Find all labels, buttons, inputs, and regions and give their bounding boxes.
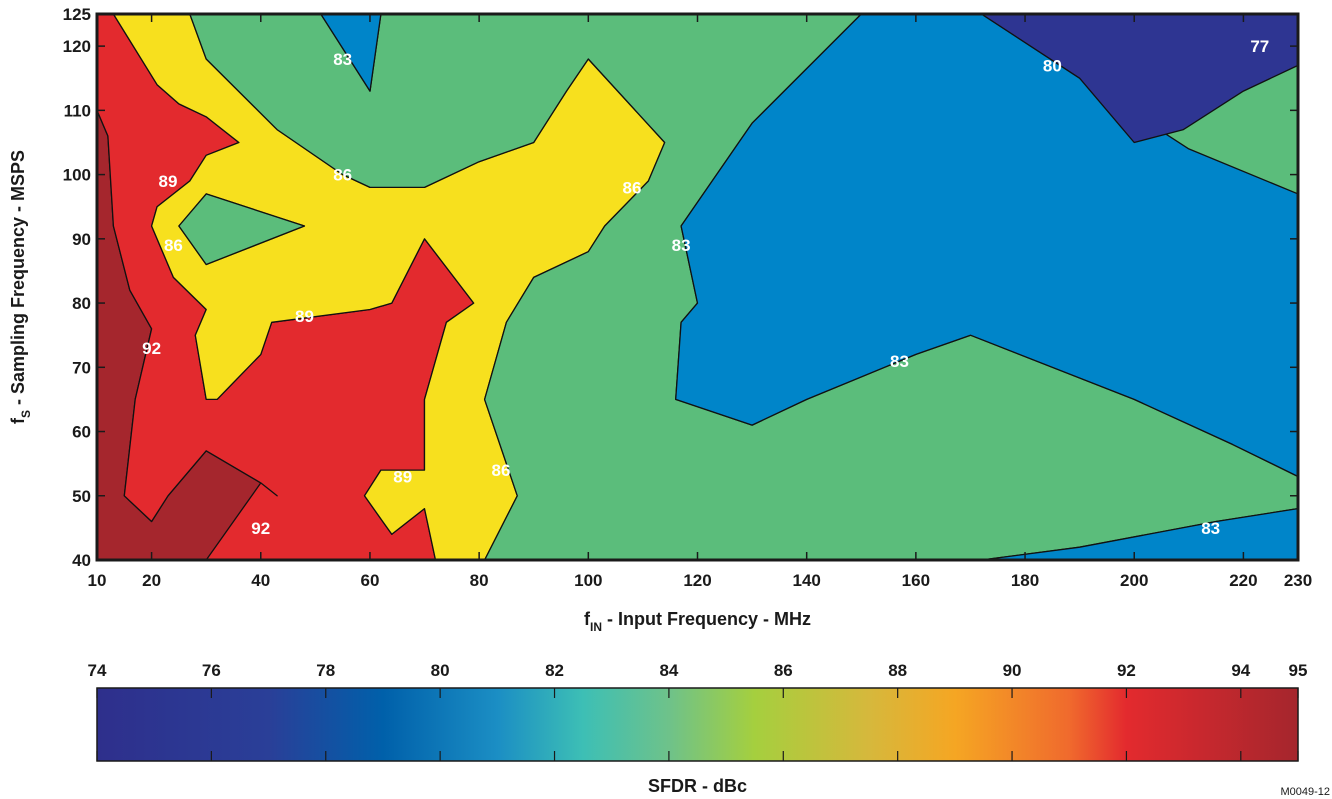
y-tick-label: 40: [72, 551, 91, 570]
x-tick-label: 180: [1011, 571, 1039, 590]
contour-region-80-83: [980, 507, 1298, 560]
colorbar-title: SFDR - dBc: [648, 776, 747, 796]
x-axis-title: fIN - Input Frequency - MHz: [584, 609, 811, 634]
y-tick-label: 90: [72, 230, 91, 249]
x-tick-label: 120: [683, 571, 711, 590]
x-axis: 10 20 40 60 80 100 120 140 160 180 200 220 230: [88, 14, 1312, 590]
y-tick-label: 110: [64, 101, 91, 120]
contour-label: 89: [393, 467, 412, 486]
x-tick-label: 140: [792, 571, 820, 590]
colorbar-gradient: [96, 687, 1299, 762]
x-tick-label: 20: [142, 571, 161, 590]
x-tick-label: 200: [1120, 571, 1148, 590]
colorbar-tick-label: 74: [88, 661, 107, 680]
colorbar-tick-label: 86: [774, 661, 793, 680]
contour-label: 77: [1250, 37, 1269, 56]
plot-area: 83 89 86 86 86 89 92 83 83 89 86 92 80 77 83: [97, 14, 1298, 560]
x-tick-label: 220: [1229, 571, 1257, 590]
y-axis-title-rest: - Sampling Frequency - MSPS: [8, 150, 28, 410]
y-tick-label: 50: [72, 487, 91, 506]
colorbar-tick-label: 80: [431, 661, 450, 680]
y-axis: 40 50 60 70 80 90 100 110 120 125: [63, 5, 1298, 570]
x-axis-title-sub: IN: [590, 620, 602, 634]
x-tick-label: 40: [251, 571, 270, 590]
contour-label: 92: [251, 519, 270, 538]
y-tick-label: 120: [63, 37, 91, 56]
colorbar-tick-label: 90: [1003, 661, 1022, 680]
y-tick-label: 80: [72, 294, 91, 313]
colorbar-tick-label: 84: [659, 661, 678, 680]
x-tick-label: 60: [360, 571, 379, 590]
contour-label: 83: [890, 352, 909, 371]
colorbar-tick-label: 94: [1231, 661, 1250, 680]
contour-label: 92: [142, 339, 161, 358]
contour-region-83-86: [178, 193, 306, 266]
x-tick-label: 100: [574, 571, 602, 590]
colorbar: 74 76 78 80 82 84 86 88 90 92 94 95: [88, 661, 1308, 762]
contour-label: 89: [159, 172, 178, 191]
y-tick-label: 60: [72, 423, 91, 442]
figure-id: M0049-12: [1280, 786, 1330, 798]
contour-region-77-80: [980, 14, 1298, 144]
x-axis-title-main: f: [584, 609, 591, 629]
y-tick-label: 70: [72, 358, 91, 377]
contour-label: 80: [1043, 56, 1062, 75]
contour-label: 83: [333, 50, 352, 69]
contour-label: 86: [333, 166, 352, 185]
y-tick-label: 125: [63, 5, 91, 24]
contour-label: 86: [492, 461, 511, 480]
y-axis-title-sub: S: [19, 410, 33, 418]
x-tick-label: 80: [470, 571, 489, 590]
colorbar-tick-label: 95: [1289, 661, 1308, 680]
x-tick-label: 10: [88, 571, 107, 590]
colorbar-tick-label: 82: [545, 661, 564, 680]
colorbar-tick-label: 92: [1117, 661, 1136, 680]
contour-label: 83: [672, 236, 691, 255]
contour-region-80-83: [320, 14, 382, 92]
colorbar-tick-label: 78: [316, 661, 335, 680]
x-axis-title-rest: - Input Frequency - MHz: [602, 609, 811, 629]
y-tick-label: 100: [63, 166, 91, 185]
contour-label: 89: [295, 307, 314, 326]
contour-label: 86: [623, 178, 642, 197]
y-axis-title-main: f: [8, 417, 28, 424]
colorbar-tick-label: 76: [202, 661, 221, 680]
y-axis-title: fS - Sampling Frequency - MSPS: [8, 150, 33, 424]
contour-label: 86: [164, 236, 183, 255]
x-tick-label: 160: [902, 571, 930, 590]
contour-label: 83: [1201, 519, 1220, 538]
x-tick-label: 230: [1284, 571, 1312, 590]
colorbar-tick-label: 88: [888, 661, 907, 680]
